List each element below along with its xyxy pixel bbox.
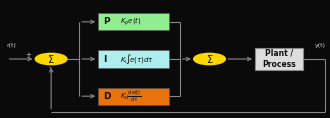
Text: Plant /
Process: Plant / Process [262, 49, 296, 69]
Circle shape [35, 53, 67, 65]
Text: I: I [104, 55, 107, 63]
Text: $K_p e(t)$: $K_p e(t)$ [120, 16, 142, 28]
FancyBboxPatch shape [98, 88, 169, 105]
Text: r(t): r(t) [7, 43, 16, 48]
Text: $K_i\!\int\! e(\tau)d\tau$: $K_i\!\int\! e(\tau)d\tau$ [120, 52, 153, 66]
Text: -: - [48, 65, 51, 71]
Circle shape [194, 53, 225, 65]
Text: D: D [104, 92, 111, 101]
Text: P: P [104, 17, 110, 26]
FancyBboxPatch shape [98, 13, 169, 30]
Text: +: + [26, 53, 32, 58]
Text: y(t): y(t) [314, 43, 326, 48]
FancyBboxPatch shape [255, 48, 303, 70]
Text: $\Sigma$: $\Sigma$ [48, 53, 55, 65]
Text: $\Sigma$: $\Sigma$ [206, 53, 213, 65]
FancyBboxPatch shape [98, 51, 169, 67]
Text: $K_d\frac{de(t)}{dt}$: $K_d\frac{de(t)}{dt}$ [120, 88, 141, 104]
